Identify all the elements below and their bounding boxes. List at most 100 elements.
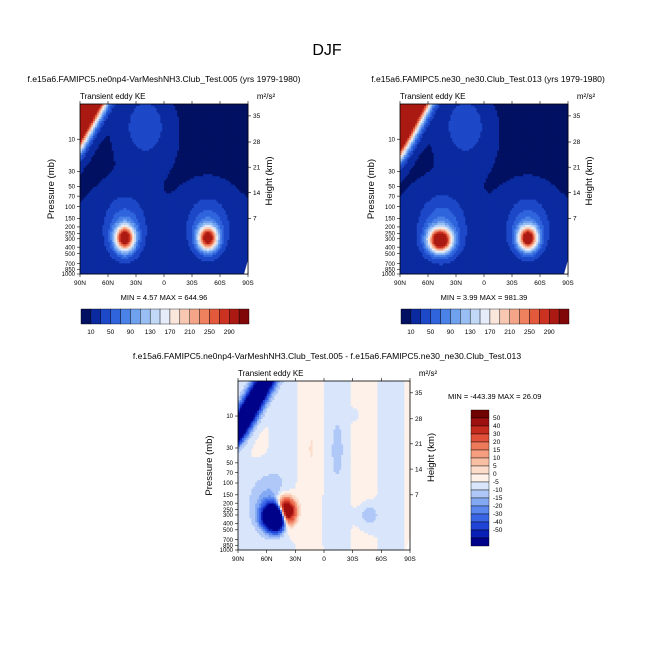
right-min-max: MIN = 3.99 MAX = 981.39 (441, 293, 528, 302)
left-field-label: Transient eddy KE (80, 92, 146, 101)
left-y-tick-label: 50 (68, 185, 75, 191)
bottom-case-title: f.e15a6.FAMIPC5.ne0np4-VarMeshNH3.Club_T… (133, 351, 521, 361)
right-x-tick-label: 90N (394, 280, 406, 287)
left-colorbar-label: 290 (224, 329, 235, 336)
left-units-label: m²/s² (257, 92, 276, 101)
right-y-tick-label: 1000 (382, 272, 396, 278)
left-y-tick-label: 150 (65, 217, 76, 223)
right-y-axis-label: Pressure (mb) (366, 159, 377, 219)
left-y-right-tick-label: 35 (253, 113, 261, 120)
left-x-tick-label: 90S (242, 280, 254, 287)
right-y-tick-label: 100 (385, 205, 396, 211)
left-y-right-axis-label: Height (km) (264, 156, 275, 205)
left-min-max: MIN = 4.57 MAX = 644.96 (121, 293, 208, 302)
bottom-contour-field (238, 381, 411, 551)
bottom-colorbar-label: 40 (493, 423, 501, 430)
bottom-colorbar-label: 20 (493, 439, 501, 446)
bottom-colorbar-label: 30 (493, 431, 501, 438)
bottom-colorbar-label: 0 (493, 471, 497, 478)
left-colorbar-label: 250 (204, 329, 215, 336)
left-y-right-tick-label: 7 (253, 216, 257, 223)
left-y-tick-label: 200 (65, 225, 76, 231)
right-y-tick-label: 250 (385, 232, 396, 238)
bottom-x-tick-label: 0 (322, 556, 326, 563)
left-colorbar-label: 130 (145, 329, 156, 336)
bottom-x-tick-label: 30N (289, 556, 301, 563)
left-y-tick-label: 250 (65, 232, 76, 238)
bottom-colorbar-label: -5 (493, 479, 499, 486)
left-x-tick-label: 60S (214, 280, 226, 287)
bottom-y-tick-label: 10 (226, 414, 233, 420)
left-y-tick-label: 70 (68, 194, 75, 200)
left-colorbar-label: 90 (127, 329, 135, 336)
right-colorbar-label: 210 (504, 329, 515, 336)
bottom-x-tick-label: 90N (232, 556, 244, 563)
right-colorbar-label: 170 (485, 329, 496, 336)
left-x-tick-label: 90N (74, 280, 86, 287)
right-contour-field (400, 104, 569, 275)
right-x-tick-label: 60N (422, 280, 434, 287)
bottom-x-tick-label: 90S (404, 556, 416, 563)
left-colorbar-label: 10 (87, 329, 95, 336)
bottom-y-tick-label: 100 (223, 481, 234, 487)
left-x-tick-label: 30S (186, 280, 198, 287)
right-colorbar-label: 250 (524, 329, 535, 336)
bottom-colorbar-label: 5 (493, 463, 497, 470)
bottom-y-tick-label: 70 (226, 471, 233, 477)
right-y-tick-label: 500 (385, 252, 396, 258)
right-y-right-tick-label: 7 (573, 216, 577, 223)
bottom-y-right-axis-label: Height (km) (426, 433, 437, 482)
bottom-colorbar-label: 10 (493, 455, 501, 462)
bottom-y-tick-label: 300 (223, 513, 234, 519)
right-x-tick-label: 30S (506, 280, 518, 287)
bottom-x-tick-label: 60N (261, 556, 273, 563)
bottom-colorbar-label: 50 (493, 415, 501, 422)
bottom-colorbar (470, 409, 490, 547)
right-field-label: Transient eddy KE (400, 92, 466, 101)
right-y-tick-label: 850 (385, 267, 396, 273)
bottom-y-right-tick-label: 21 (415, 441, 423, 448)
right-y-right-axis-label: Height (km) (584, 156, 595, 205)
bottom-colorbar-label: 15 (493, 447, 501, 454)
right-y-tick-label: 150 (385, 217, 396, 223)
left-case-title: f.e15a6.FAMIPC5.ne0np4-VarMeshNH3.Club_T… (27, 74, 300, 84)
right-colorbar-label: 50 (427, 329, 435, 336)
bottom-y-tick-label: 50 (226, 461, 233, 467)
bottom-y-tick-label: 30 (226, 446, 233, 452)
right-x-tick-label: 0 (482, 280, 486, 287)
left-y-tick-label: 30 (68, 170, 75, 176)
right-x-tick-label: 30N (450, 280, 462, 287)
right-units-label: m²/s² (577, 92, 596, 101)
right-y-tick-label: 30 (388, 170, 395, 176)
left-colorbar-label: 210 (184, 329, 195, 336)
left-x-tick-label: 60N (102, 280, 114, 287)
right-colorbar-label: 130 (465, 329, 476, 336)
left-x-tick-label: 30N (130, 280, 142, 287)
left-colorbar (80, 308, 250, 325)
right-colorbar-label: 10 (407, 329, 415, 336)
bottom-y-axis-label: Pressure (mb) (204, 435, 215, 495)
right-y-tick-label: 50 (388, 185, 395, 191)
right-colorbar (400, 308, 570, 325)
left-colorbar-label: 50 (107, 329, 115, 336)
left-y-tick-label: 10 (68, 137, 75, 143)
bottom-y-tick-label: 1000 (220, 548, 234, 554)
right-y-tick-label: 400 (385, 245, 396, 251)
right-y-tick-label: 70 (388, 194, 395, 200)
right-colorbar-label: 90 (447, 329, 455, 336)
bottom-y-right-tick-label: 7 (415, 492, 419, 499)
bottom-min-max: MIN = -443.39 MAX = 26.09 (448, 392, 541, 401)
bottom-y-tick-label: 700 (223, 538, 234, 544)
right-x-tick-label: 90S (562, 280, 574, 287)
left-y-tick-label: 100 (65, 205, 76, 211)
bottom-x-tick-label: 60S (376, 556, 388, 563)
bottom-y-tick-label: 500 (223, 528, 234, 534)
bottom-colorbar-label: -10 (493, 487, 503, 494)
right-y-right-tick-label: 28 (573, 139, 581, 146)
left-y-tick-label: 300 (65, 237, 76, 243)
right-colorbar-label: 290 (544, 329, 555, 336)
bottom-y-right-tick-label: 14 (415, 466, 423, 473)
right-y-right-tick-label: 21 (573, 164, 581, 171)
right-y-tick-label: 700 (385, 262, 396, 268)
